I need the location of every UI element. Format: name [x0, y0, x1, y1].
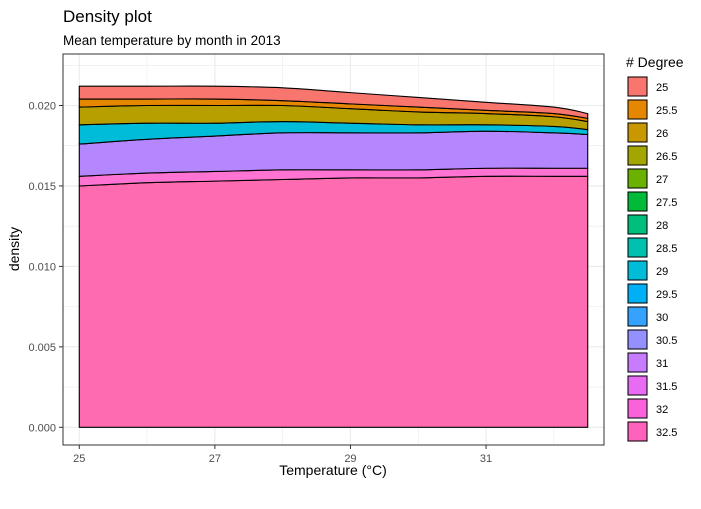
legend-label: 32.5 — [656, 427, 677, 439]
y-tick-label: 0.000 — [28, 422, 56, 434]
legend-label: 27 — [656, 174, 668, 186]
legend-label: 28 — [656, 220, 668, 232]
legend-title: # Degree — [626, 54, 684, 70]
plot-panel-border — [62, 53, 605, 446]
legend-swatch — [627, 76, 648, 97]
legend-swatch — [627, 260, 648, 281]
legend-label: 26 — [656, 128, 668, 140]
legend-swatch — [627, 237, 648, 258]
legend-label: 29.5 — [656, 289, 677, 301]
density-area-32-5 — [78, 175, 589, 428]
legend-label: 32 — [656, 404, 668, 416]
legend-swatch — [627, 421, 648, 442]
y-tick-label: 0.020 — [28, 100, 56, 112]
y-tick-label: 0.010 — [28, 261, 56, 273]
legend-label: 27.5 — [656, 197, 677, 209]
y-tick-label: 0.005 — [28, 342, 56, 354]
legend-swatch — [627, 99, 648, 120]
legend-label: 25 — [656, 82, 668, 94]
legend-swatch — [627, 352, 648, 373]
y-axis-label: density — [6, 227, 22, 271]
legend-label: 31.5 — [656, 381, 677, 393]
legend-swatch — [627, 214, 648, 235]
x-tick-label: 27 — [209, 453, 221, 465]
legend-swatch — [627, 122, 648, 143]
legend-swatch — [627, 375, 648, 396]
y-axis: 0.000 0.005 0.010 0.015 0.020 — [28, 100, 63, 434]
legend-items: 25 25.5 26 26.5 27 27.5 28 28.5 29 29.5 30 30.5 31 31… — [627, 76, 677, 442]
legend-swatch — [627, 191, 648, 212]
legend-swatch — [627, 283, 648, 304]
legend-label: 26.5 — [656, 151, 677, 163]
legend-label: 30 — [656, 312, 668, 324]
legend-label: 30.5 — [656, 335, 677, 347]
legend-swatch — [627, 306, 648, 327]
legend-swatch — [627, 398, 648, 419]
legend-swatch — [627, 329, 648, 350]
density-areas — [78, 85, 589, 428]
x-axis-label: Temperature (°C) — [279, 462, 387, 478]
legend-label: 29 — [656, 266, 668, 278]
chart-subtitle: Mean temperature by month in 2013 — [63, 33, 281, 48]
density-area-25 — [78, 85, 589, 119]
x-tick-label: 25 — [73, 453, 85, 465]
y-tick-label: 0.015 — [28, 181, 56, 193]
legend-label: 31 — [656, 358, 668, 370]
legend-swatch — [627, 168, 648, 189]
legend-label: 28.5 — [656, 243, 677, 255]
x-tick-label: 31 — [480, 453, 492, 465]
x-tick-label: 29 — [344, 453, 356, 465]
legend: # Degree 25 25.5 26 26.5 27 27.5 28 28.5 29 29.5 3… — [626, 54, 684, 442]
legend-label: 25.5 — [656, 105, 677, 117]
x-axis: 25 27 29 31 — [73, 445, 492, 465]
chart-title: Density plot — [63, 7, 152, 26]
legend-swatch — [627, 145, 648, 166]
